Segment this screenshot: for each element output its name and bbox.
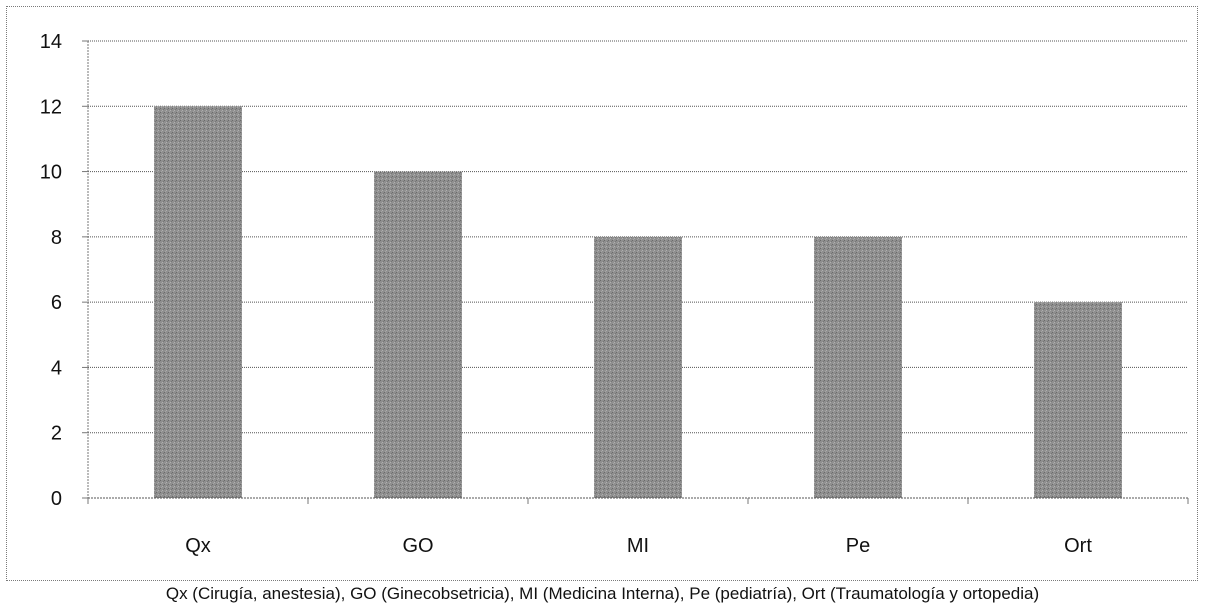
y-tick-label: 0: [51, 488, 62, 510]
bar-mi: [594, 236, 682, 498]
chart-frame: [6, 6, 1198, 581]
bar-pe: [814, 236, 902, 498]
axes: [87, 41, 1189, 504]
bar-chart: 0 2 4 6 8 10 12 14 Qx GO MI Pe Ort: [40, 31, 1189, 557]
x-tick-labels: Qx GO MI Pe Ort: [185, 535, 1092, 557]
x-tick-label: GO: [402, 535, 433, 557]
y-tick-label: 12: [40, 96, 62, 118]
bars: [154, 106, 1122, 499]
x-tick-label: Qx: [185, 535, 211, 557]
y-tick-labels: 0 2 4 6 8 10 12 14: [40, 31, 88, 510]
y-tick-label: 6: [51, 292, 62, 314]
bar-ort: [1034, 302, 1122, 498]
x-tick-label: Ort: [1064, 535, 1092, 557]
x-tick-label: Pe: [846, 535, 870, 557]
x-tick-label: MI: [627, 535, 649, 557]
y-tick-label: 2: [51, 423, 62, 445]
y-tick-label: 14: [40, 31, 62, 53]
bar-go: [374, 171, 462, 499]
y-tick-label: 8: [51, 227, 62, 249]
y-tick-label: 10: [40, 162, 62, 184]
bar-qx: [154, 106, 242, 499]
y-tick-label: 4: [51, 357, 62, 379]
chart-caption: Qx (Cirugía, anestesia), GO (Ginecobsetr…: [165, 584, 1040, 603]
